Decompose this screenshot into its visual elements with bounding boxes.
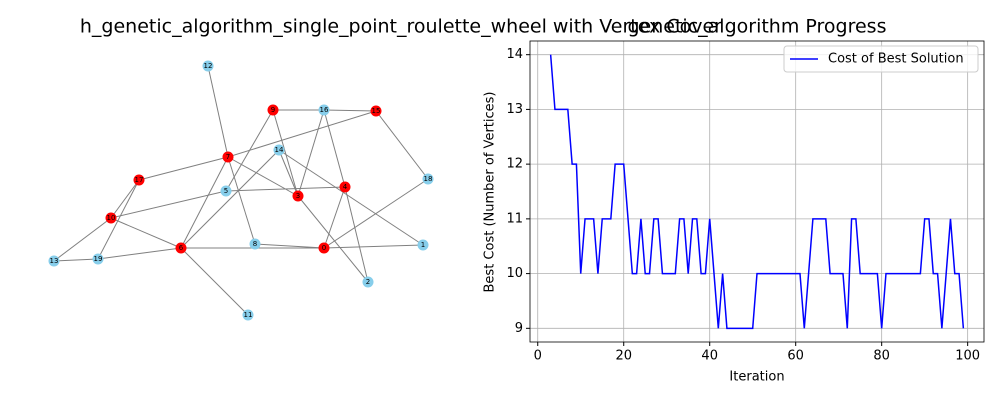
x-axis-label: Iteration bbox=[729, 370, 784, 385]
edge bbox=[323, 186, 346, 249]
node bbox=[48, 255, 60, 267]
legend: Cost of Best Solution bbox=[783, 45, 979, 73]
edge bbox=[180, 149, 280, 249]
edge bbox=[180, 156, 229, 249]
y-tick-label: 11 bbox=[506, 211, 523, 226]
edge bbox=[53, 258, 99, 262]
edge bbox=[110, 190, 227, 219]
node bbox=[318, 104, 330, 116]
edge bbox=[180, 247, 249, 316]
edge bbox=[97, 179, 140, 260]
node bbox=[267, 104, 279, 116]
legend-box bbox=[783, 45, 979, 73]
node bbox=[222, 151, 234, 163]
edge bbox=[323, 109, 346, 188]
edge bbox=[375, 110, 429, 180]
node bbox=[422, 173, 434, 185]
data-line bbox=[549, 54, 965, 330]
node-label: 19 bbox=[94, 255, 103, 263]
x-tick-label: 100 bbox=[955, 349, 980, 364]
x-tick-label: 60 bbox=[787, 349, 804, 364]
node-label: 5 bbox=[224, 187, 228, 195]
edge bbox=[225, 186, 346, 192]
edge bbox=[110, 179, 140, 219]
edge bbox=[227, 156, 256, 245]
edge bbox=[297, 109, 325, 197]
node-label: 10 bbox=[107, 214, 116, 222]
edge bbox=[323, 178, 429, 249]
node bbox=[92, 253, 104, 265]
node-label: 15 bbox=[372, 107, 381, 115]
x-tick-label: 40 bbox=[701, 349, 718, 364]
node-label: 16 bbox=[320, 106, 329, 114]
edge bbox=[254, 243, 325, 249]
node bbox=[273, 144, 285, 156]
node bbox=[370, 105, 382, 117]
node-label: 6 bbox=[179, 244, 184, 252]
node-label: 13 bbox=[50, 257, 59, 265]
node bbox=[339, 181, 351, 193]
x-tick-label: 80 bbox=[873, 349, 890, 364]
y-tick-label: 13 bbox=[506, 102, 523, 117]
node bbox=[202, 60, 214, 72]
edge bbox=[110, 217, 182, 249]
y-tick-label: 12 bbox=[506, 157, 523, 172]
node-label: 7 bbox=[226, 153, 230, 161]
node-label: 9 bbox=[271, 106, 275, 114]
node-label: 0 bbox=[322, 244, 326, 252]
node-label: 11 bbox=[244, 311, 253, 319]
node bbox=[105, 212, 117, 224]
node bbox=[175, 242, 187, 254]
node bbox=[292, 190, 304, 202]
node-label: 8 bbox=[253, 240, 257, 248]
node-label: 14 bbox=[275, 146, 284, 154]
node-label: 3 bbox=[296, 192, 300, 200]
node bbox=[133, 174, 145, 186]
y-tick-label: 10 bbox=[506, 266, 523, 281]
node bbox=[249, 238, 261, 250]
node bbox=[417, 239, 429, 251]
axes-frame bbox=[529, 40, 985, 343]
node bbox=[220, 185, 232, 197]
edge bbox=[138, 156, 229, 181]
x-tick-label: 20 bbox=[615, 349, 632, 364]
edge bbox=[97, 247, 182, 260]
node-label: 1 bbox=[421, 241, 425, 249]
edge bbox=[297, 195, 369, 283]
x-tick-label: 0 bbox=[534, 349, 542, 364]
edge bbox=[227, 156, 299, 197]
edge bbox=[53, 217, 112, 262]
edge bbox=[207, 65, 229, 158]
node bbox=[318, 242, 330, 254]
chart-title: genetic_algorithm Progress bbox=[628, 16, 887, 38]
legend-label: Cost of Best Solution bbox=[828, 52, 964, 67]
node bbox=[242, 309, 254, 321]
y-axis-label: Best Cost (Number of Vertices) bbox=[483, 92, 498, 293]
node-label: 4 bbox=[343, 183, 348, 191]
y-tick-label: 9 bbox=[515, 321, 523, 336]
edge bbox=[344, 186, 369, 283]
y-tick-label: 14 bbox=[506, 47, 523, 62]
node-label: 17 bbox=[135, 176, 144, 184]
edge bbox=[227, 110, 377, 158]
node-label: 2 bbox=[366, 278, 370, 286]
edge bbox=[323, 109, 377, 112]
edge bbox=[272, 109, 299, 197]
node-label: 12 bbox=[204, 62, 213, 70]
network-title: h_genetic_algorithm_single_point_roulett… bbox=[80, 16, 722, 38]
node bbox=[362, 276, 374, 288]
node-label: 18 bbox=[424, 175, 433, 183]
edge bbox=[278, 149, 424, 246]
